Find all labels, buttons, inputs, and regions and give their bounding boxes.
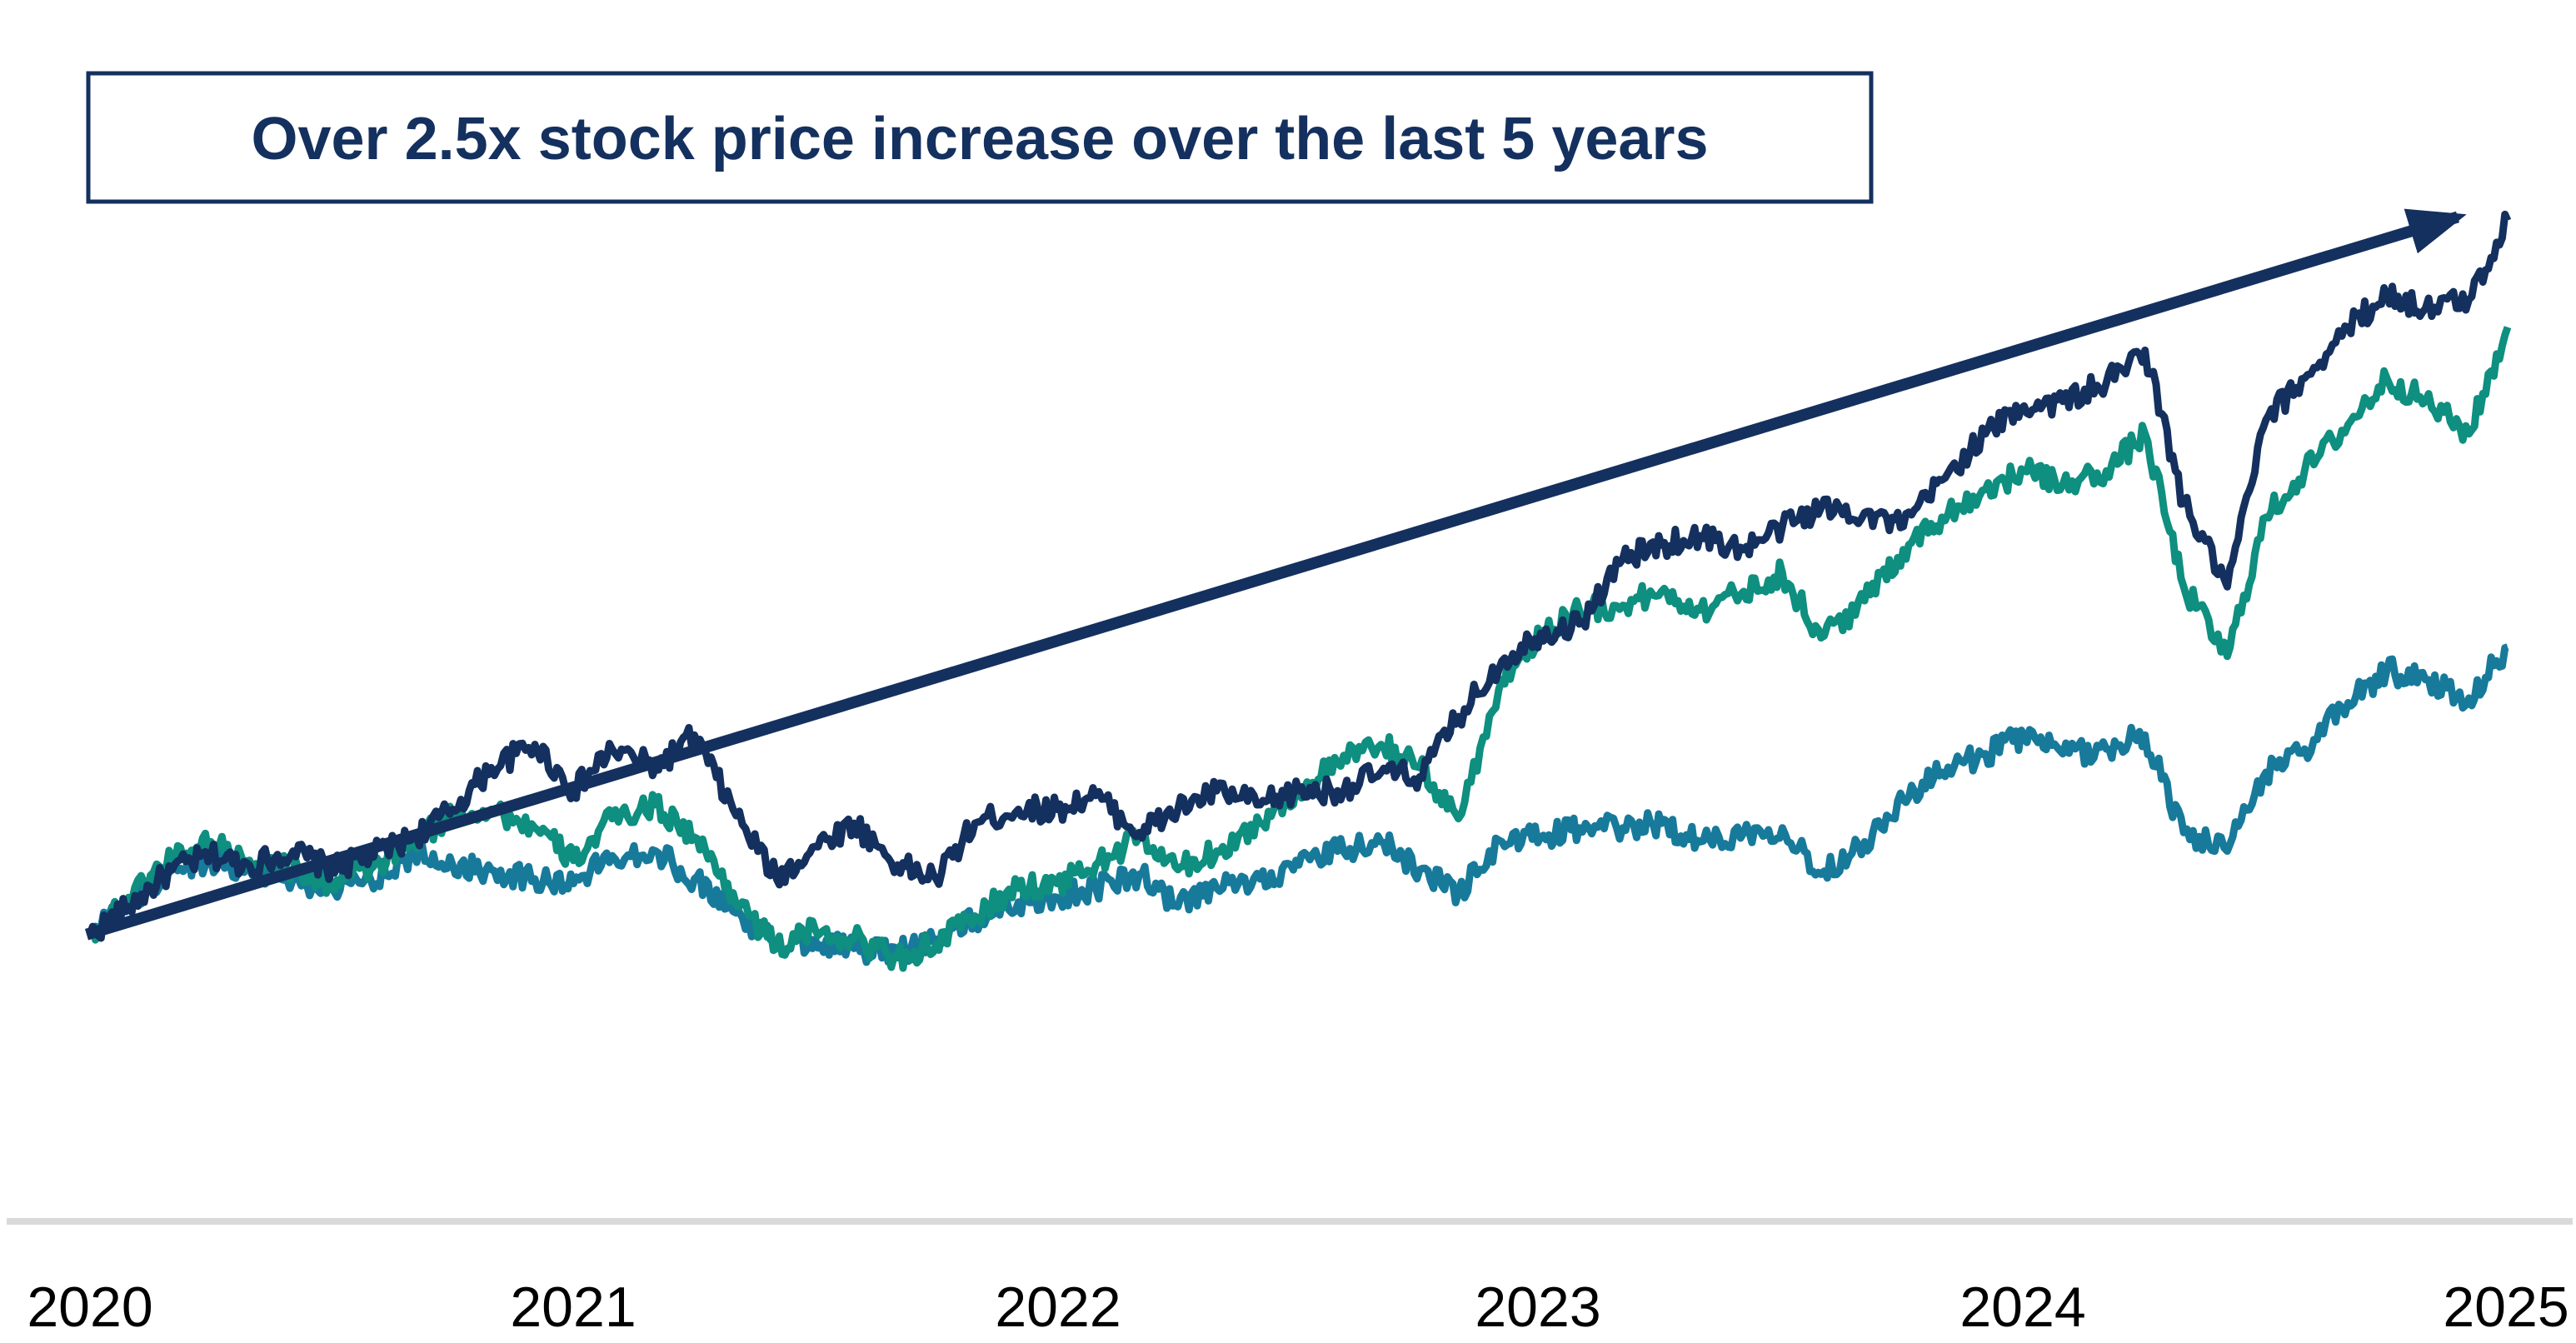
x-tick-label-2021: 2021 xyxy=(510,1276,636,1339)
x-tick-label-2024: 2024 xyxy=(1959,1276,2085,1339)
series-line-company xyxy=(86,210,2512,942)
series-layer xyxy=(86,210,2512,972)
annotation-box xyxy=(86,71,1874,204)
series-line-peer-index-b xyxy=(87,643,2509,966)
x-tick-label-2023: 2023 xyxy=(1475,1276,1600,1339)
annotation-text: Over 2.5x stock price increase over the … xyxy=(251,106,1708,172)
x-tick-labels: 2020 2021 2022 2023 2024 2025 xyxy=(27,1276,2569,1339)
annotation-callout: Over 2.5x stock price increase over the … xyxy=(86,71,1874,204)
x-tick-label-2020: 2020 xyxy=(27,1276,152,1339)
x-tick-label-2025: 2025 xyxy=(2443,1276,2569,1339)
x-tick-label-2022: 2022 xyxy=(995,1276,1121,1339)
growth-arrow xyxy=(84,208,2467,941)
